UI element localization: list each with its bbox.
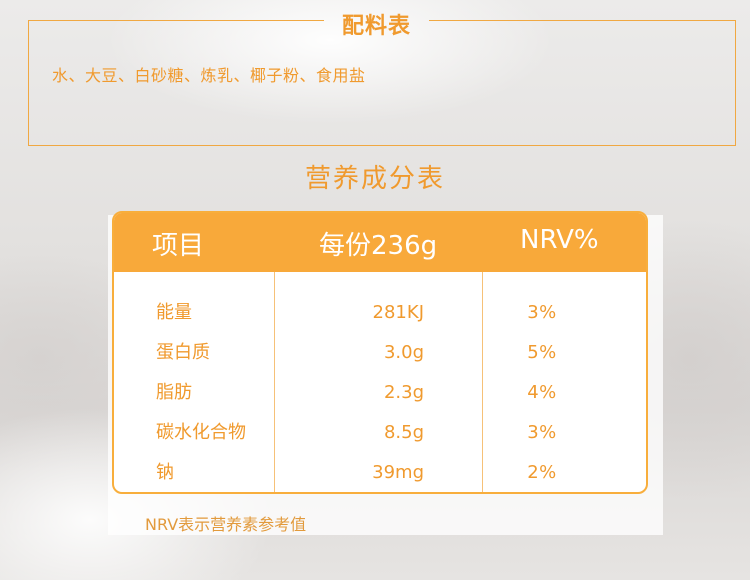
nutrition-table-header: 项目 每份236g NRV% xyxy=(114,213,646,272)
ingredients-title: 配料表 xyxy=(341,14,411,39)
column-divider xyxy=(274,272,275,492)
header-per-serving: 每份236g xyxy=(319,231,438,261)
header-item: 项目 xyxy=(152,231,205,261)
nutrient-name: 蛋白质 xyxy=(156,342,210,363)
nutrient-name: 脂肪 xyxy=(156,382,192,403)
nutrient-value: 39mg xyxy=(372,462,424,483)
ingredients-box-top-left-border xyxy=(28,20,324,21)
nutrient-name: 碳水化合物 xyxy=(156,422,246,443)
ingredients-list: 水、大豆、白砂糖、炼乳、椰子粉、食用盐 xyxy=(52,66,366,85)
nutrient-nrv: 4% xyxy=(527,382,557,403)
header-nrv: NRV% xyxy=(520,225,599,255)
table-row: 蛋白质 3.0g 5% xyxy=(114,333,646,373)
table-row: 脂肪 2.3g 4% xyxy=(114,373,646,413)
nutrient-nrv: 2% xyxy=(527,462,557,483)
column-divider xyxy=(482,272,483,492)
nutrient-value: 281KJ xyxy=(372,302,424,323)
table-row: 钠 39mg 2% xyxy=(114,453,646,492)
nutrient-nrv: 3% xyxy=(527,422,557,443)
nutrition-title: 营养成分表 xyxy=(304,164,445,194)
table-row: 碳水化合物 8.5g 3% xyxy=(114,413,646,453)
nrv-footnote: NRV表示营养素参考值 xyxy=(145,515,307,534)
table-row: 能量 281KJ 3% xyxy=(114,293,646,333)
nutrient-name: 钠 xyxy=(156,462,174,483)
ingredients-box-top-right-border xyxy=(429,20,736,21)
nutrient-name: 能量 xyxy=(156,302,192,323)
nutrient-value: 2.3g xyxy=(383,382,424,403)
nutrition-table: 项目 每份236g NRV% 能量 281KJ 3% 蛋白质 3.0g 5% 脂… xyxy=(112,211,648,494)
nutrient-nrv: 3% xyxy=(527,302,557,323)
nutrient-nrv: 5% xyxy=(527,342,557,363)
ingredients-box xyxy=(28,20,736,146)
nutrient-value: 8.5g xyxy=(383,422,424,443)
nutrient-value: 3.0g xyxy=(383,342,424,363)
